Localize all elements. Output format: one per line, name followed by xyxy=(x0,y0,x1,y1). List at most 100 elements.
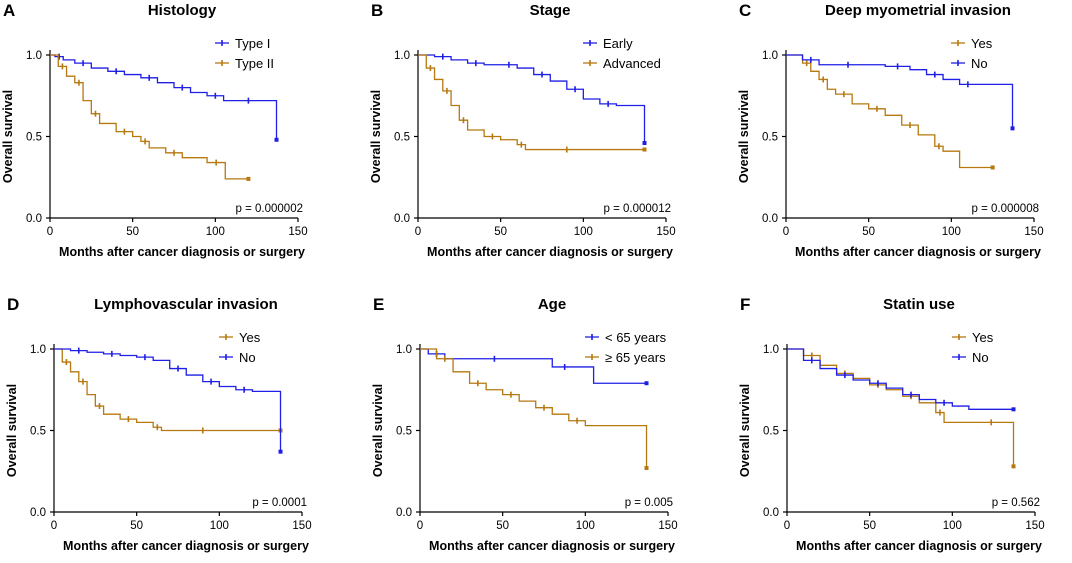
x-tick-label: 50 xyxy=(862,226,875,238)
panel-letter: E xyxy=(373,295,384,314)
chart-title: Histology xyxy=(148,2,217,19)
y-tick-label: 1.0 xyxy=(26,50,42,62)
series-line-0 xyxy=(50,54,278,140)
series-end-point xyxy=(644,381,649,386)
x-axis-label: Months after cancer diagnosis or surgery xyxy=(429,539,675,553)
legend-label: No xyxy=(239,350,256,365)
series-line-1 xyxy=(420,348,648,468)
legend-label: Yes xyxy=(239,330,261,345)
p-value-label: p = 0.000008 xyxy=(972,203,1039,215)
x-tick-label: 100 xyxy=(943,520,962,532)
chart-title: Stage xyxy=(530,2,571,19)
panel-letter: B xyxy=(371,1,383,20)
panel-d: D Lymphovascular invasion 0 50 100 150 0.0 0.5 1… xyxy=(5,295,312,553)
series-end-point xyxy=(990,165,995,170)
x-tick-label: 0 xyxy=(784,520,790,532)
series-line-1 xyxy=(54,348,282,452)
p-value-label: p = 0.0001 xyxy=(252,497,307,509)
y-tick-label: 0.5 xyxy=(762,132,778,144)
y-tick-label: 0.0 xyxy=(26,213,42,225)
series-line-0 xyxy=(54,348,281,432)
panel-c: C Deep myometrial invasion 0 50 100 150 0.0 0.5… xyxy=(737,1,1044,259)
series-end-point xyxy=(642,141,647,146)
x-axis-label: Months after cancer diagnosis or surgery xyxy=(795,245,1041,259)
x-tick-label: 0 xyxy=(51,520,57,532)
legend-label: No xyxy=(971,56,988,71)
panel-f: F Statin use 0 50 100 150 0.0 0.5 1.0 Months afte… xyxy=(738,295,1045,553)
legend-label: No xyxy=(972,350,989,365)
chart-title: Deep myometrial invasion xyxy=(825,2,1011,19)
legend-label: Type I xyxy=(235,36,270,51)
series-end-point xyxy=(278,449,283,454)
p-value-label: p = 0.000012 xyxy=(604,203,671,215)
series-line-1 xyxy=(786,54,1014,129)
x-tick-label: 50 xyxy=(496,520,509,532)
x-tick-label: 50 xyxy=(130,520,143,532)
y-tick-label: 0.5 xyxy=(30,426,46,438)
y-tick-label: 0.0 xyxy=(762,213,778,225)
x-axis-label: Months after cancer diagnosis or surgery xyxy=(63,539,309,553)
panel-letter: C xyxy=(739,1,751,20)
x-axis-label: Months after cancer diagnosis or surgery xyxy=(427,245,673,259)
x-tick-label: 150 xyxy=(288,226,307,238)
x-tick-label: 100 xyxy=(574,226,593,238)
y-tick-label: 0.0 xyxy=(30,507,46,519)
y-axis-label: Overall survival xyxy=(5,384,19,477)
x-tick-label: 100 xyxy=(576,520,595,532)
series-end-point xyxy=(274,137,279,142)
legend-label: Early xyxy=(603,36,633,51)
series-end-point xyxy=(246,176,251,181)
legend-label: Type II xyxy=(235,56,274,71)
series-line-1 xyxy=(50,54,249,180)
y-tick-label: 1.0 xyxy=(763,344,779,356)
chart-title: Statin use xyxy=(883,296,955,313)
y-tick-label: 0.0 xyxy=(394,213,410,225)
series-line-0 xyxy=(787,348,1015,467)
x-tick-label: 0 xyxy=(415,226,421,238)
panel-b: B Stage 0 50 100 150 0.0 0.5 1.0 Months after can… xyxy=(369,1,676,259)
x-tick-label: 150 xyxy=(1024,226,1043,238)
y-tick-label: 1.0 xyxy=(762,50,778,62)
x-tick-label: 0 xyxy=(417,520,423,532)
series-end-point xyxy=(1011,464,1016,469)
x-axis-label: Months after cancer diagnosis or surgery xyxy=(59,245,305,259)
x-tick-label: 100 xyxy=(210,520,229,532)
panel-letter: A xyxy=(3,1,15,20)
y-tick-label: 1.0 xyxy=(30,344,46,356)
x-tick-label: 0 xyxy=(47,226,53,238)
y-axis-label: Overall survival xyxy=(369,90,383,183)
y-axis-label: Overall survival xyxy=(738,384,752,477)
y-tick-label: 1.0 xyxy=(394,50,410,62)
x-tick-label: 50 xyxy=(494,226,507,238)
series-line-1 xyxy=(418,54,645,151)
series-line-0 xyxy=(786,54,993,169)
x-tick-label: 150 xyxy=(1025,520,1044,532)
y-tick-label: 0.5 xyxy=(763,426,779,438)
legend-label: Yes xyxy=(971,36,993,51)
series-end-point xyxy=(644,465,649,470)
x-tick-label: 0 xyxy=(783,226,789,238)
legend-label: ≥ 65 years xyxy=(605,350,666,365)
y-axis-label: Overall survival xyxy=(1,90,15,183)
legend-label: Yes xyxy=(972,330,994,345)
y-tick-label: 1.0 xyxy=(396,344,412,356)
y-axis-label: Overall survival xyxy=(737,90,751,183)
x-tick-label: 50 xyxy=(126,226,139,238)
x-tick-label: 50 xyxy=(863,520,876,532)
x-tick-label: 150 xyxy=(656,226,675,238)
y-tick-label: 0.0 xyxy=(396,507,412,519)
p-value-label: p = 0.000002 xyxy=(236,203,303,215)
x-axis-label: Months after cancer diagnosis or surgery xyxy=(796,539,1042,553)
series-end-point xyxy=(642,147,647,152)
x-tick-label: 100 xyxy=(942,226,961,238)
panel-a: A Histology 0 50 100 150 0.0 0.5 1.0 Months after… xyxy=(1,1,308,259)
y-tick-label: 0.5 xyxy=(26,132,42,144)
y-tick-label: 0.5 xyxy=(394,132,410,144)
y-axis-label: Overall survival xyxy=(371,384,385,477)
series-end-point xyxy=(1011,407,1016,412)
panel-letter: D xyxy=(7,295,19,314)
series-line-1 xyxy=(787,348,1014,410)
series-end-point xyxy=(1010,126,1015,131)
x-tick-label: 150 xyxy=(292,520,311,532)
